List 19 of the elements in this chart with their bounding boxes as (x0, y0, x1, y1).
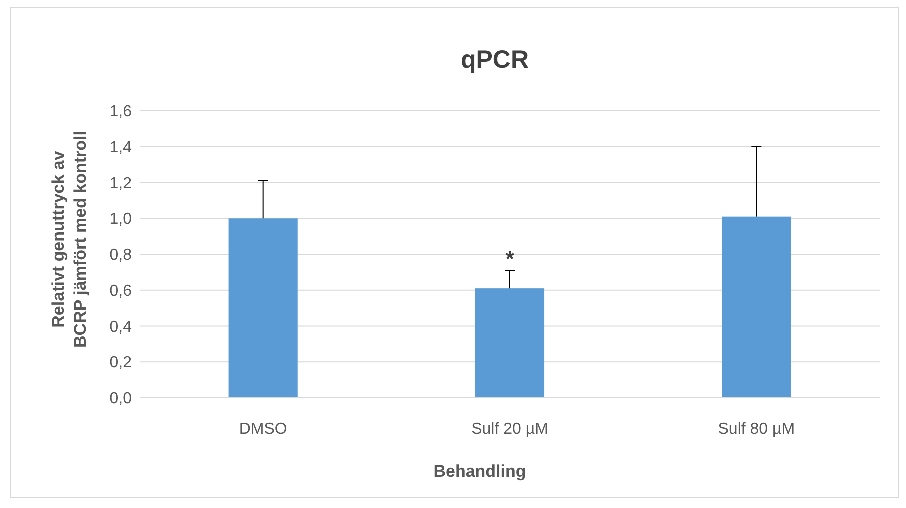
y-tick-label: 0,8 (110, 247, 132, 264)
y-tick-label: 1,2 (110, 175, 132, 192)
bar (475, 288, 545, 398)
x-axis-title: Behandling (434, 462, 526, 481)
y-tick-label: 1,4 (110, 139, 132, 156)
annotation: * (506, 246, 515, 272)
y-tick-label: 0,4 (110, 318, 132, 336)
y-tick-label: 0,0 (110, 390, 132, 408)
y-tick-label: 1,6 (110, 104, 132, 121)
y-tick-label: 0,6 (110, 282, 132, 300)
bar (228, 218, 298, 398)
bar (722, 216, 792, 398)
y-axis-title: Relativt genuttryck av BCRP jämfört med kontroll (49, 131, 90, 348)
x-tick-label: Sulf 20 µM (472, 421, 548, 438)
chart-title: qPCR (460, 46, 530, 74)
x-tick-label: DMSO (239, 421, 288, 438)
x-tick-label: Sulf 80 µM (718, 421, 796, 438)
y-tick-label: 1,0 (110, 211, 132, 228)
y-tick-label: 0,2 (110, 354, 132, 372)
